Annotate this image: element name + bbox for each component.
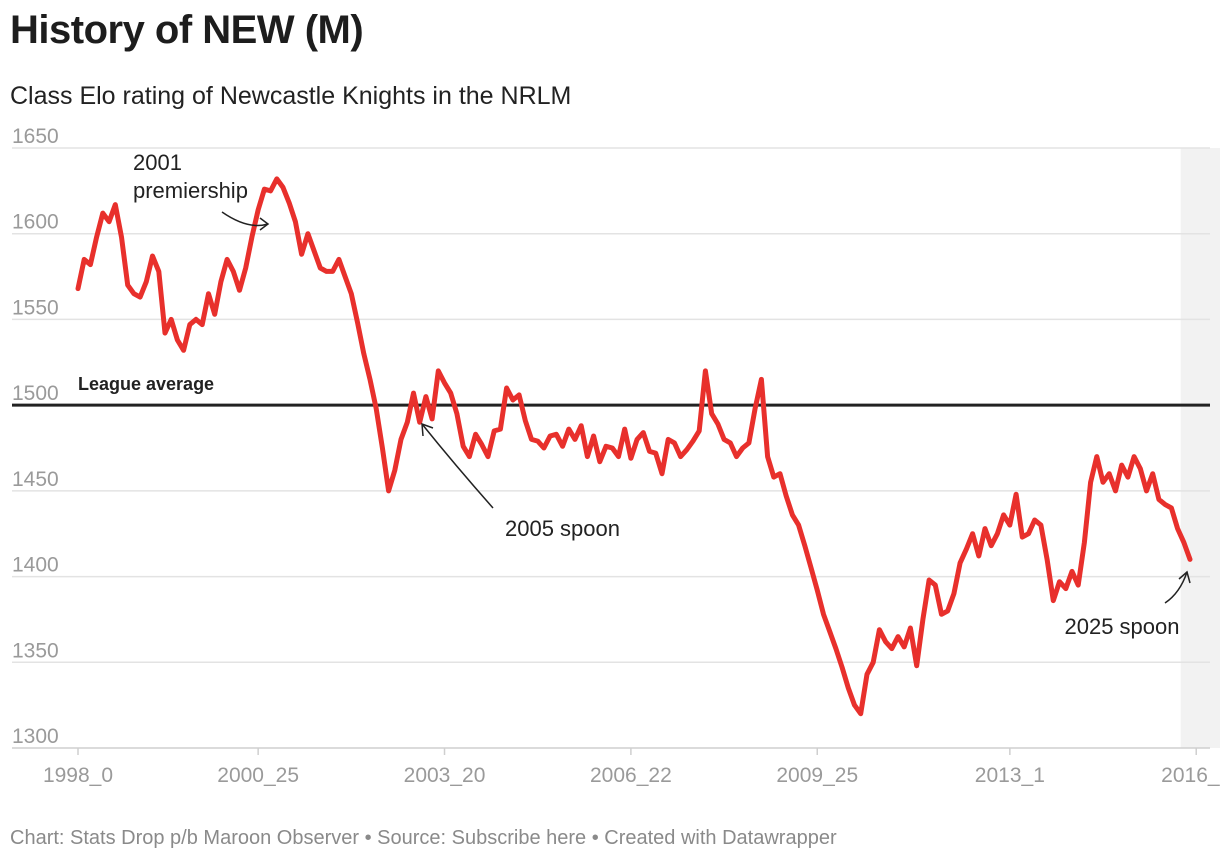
annotation-label: 2025 spoon: [1065, 614, 1180, 639]
annotation-label: 2005 spoon: [505, 516, 620, 541]
x-tick-label: 2000_25: [217, 764, 299, 787]
x-tick-label: 2003_20: [404, 764, 486, 787]
league-average-label: League average: [78, 374, 214, 394]
y-tick-label: 1600: [12, 211, 59, 234]
annotation-arrowhead: [421, 422, 434, 437]
x-tick-label: 2016_2: [1161, 764, 1220, 787]
y-tick-label: 1350: [12, 639, 59, 662]
chart-title: History of NEW (M): [10, 8, 364, 52]
chart-footer: Chart: Stats Drop p/b Maroon Observer • …: [10, 827, 837, 849]
y-tick-label: 1400: [12, 554, 59, 577]
annotation-arrowhead: [1178, 570, 1191, 584]
y-tick-label: 1300: [12, 725, 59, 748]
x-tick-label: 2009_25: [776, 764, 858, 787]
x-tick-label: 2013_1: [975, 764, 1045, 787]
x-tick-label: 1998_0: [43, 764, 113, 787]
annotation-arrow: [221, 211, 269, 227]
x-tick-label: 2006_22: [590, 764, 672, 787]
series-line-new-m: [75, 176, 1193, 717]
annotation-arrowhead: [259, 217, 270, 231]
y-tick-label: 1500: [12, 382, 59, 405]
annotation-label: 2001 premiership: [133, 150, 248, 203]
y-tick-label: 1650: [12, 125, 59, 148]
chart-subtitle: Class Elo rating of Newcastle Knights in…: [10, 82, 572, 110]
annotation-arrow: [1164, 571, 1188, 604]
y-tick-label: 1550: [12, 296, 59, 319]
annotation-arrow: [421, 423, 494, 509]
y-tick-label: 1450: [12, 468, 59, 491]
shaded-region-the-trench: [1180, 148, 1220, 748]
